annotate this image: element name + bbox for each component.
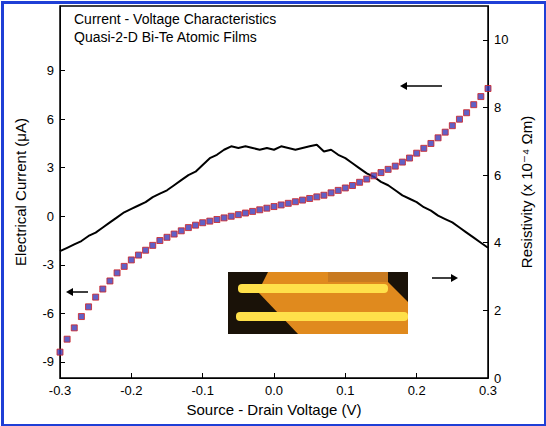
svg-text:Electrical Current (μA): Electrical Current (μA) <box>12 118 29 266</box>
svg-text:-0.3: -0.3 <box>49 383 71 398</box>
svg-text:Source - Drain Voltage (V): Source - Drain Voltage (V) <box>186 401 361 418</box>
svg-text:6: 6 <box>47 112 54 127</box>
svg-text:9: 9 <box>47 63 54 78</box>
svg-text:-3: -3 <box>42 257 54 272</box>
svg-text:2: 2 <box>494 303 501 318</box>
svg-text:0.1: 0.1 <box>336 383 354 398</box>
svg-text:3: 3 <box>47 160 54 175</box>
svg-text:-9: -9 <box>42 354 54 369</box>
svg-text:Resistivity (x 10⁻⁴ Ωm): Resistivity (x 10⁻⁴ Ωm) <box>518 116 535 268</box>
svg-text:8: 8 <box>494 100 501 115</box>
svg-text:0: 0 <box>494 370 502 386</box>
svg-text:-6: -6 <box>42 306 54 321</box>
svg-text:4: 4 <box>494 235 501 250</box>
svg-text:Quasi-2-D Bi-Te Atomic Films: Quasi-2-D Bi-Te Atomic Films <box>74 29 257 45</box>
svg-text:6: 6 <box>494 168 501 183</box>
svg-text:10: 10 <box>494 32 508 47</box>
svg-text:Current - Voltage Characterist: Current - Voltage Characteristics <box>74 11 276 27</box>
svg-text:0.3: 0.3 <box>479 383 497 398</box>
svg-text:-0.2: -0.2 <box>120 383 142 398</box>
svg-text:-0.1: -0.1 <box>191 383 213 398</box>
svg-text:0.2: 0.2 <box>408 383 426 398</box>
svg-text:0.0: 0.0 <box>265 383 283 398</box>
svg-text:0: 0 <box>47 209 54 224</box>
